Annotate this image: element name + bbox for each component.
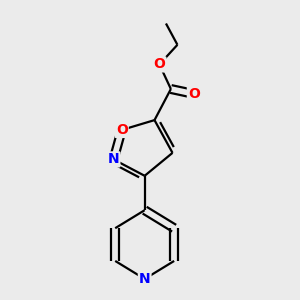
Text: N: N	[108, 152, 119, 167]
Text: O: O	[154, 57, 165, 71]
Text: N: N	[139, 272, 151, 286]
Text: O: O	[116, 123, 128, 137]
Text: O: O	[188, 87, 200, 101]
